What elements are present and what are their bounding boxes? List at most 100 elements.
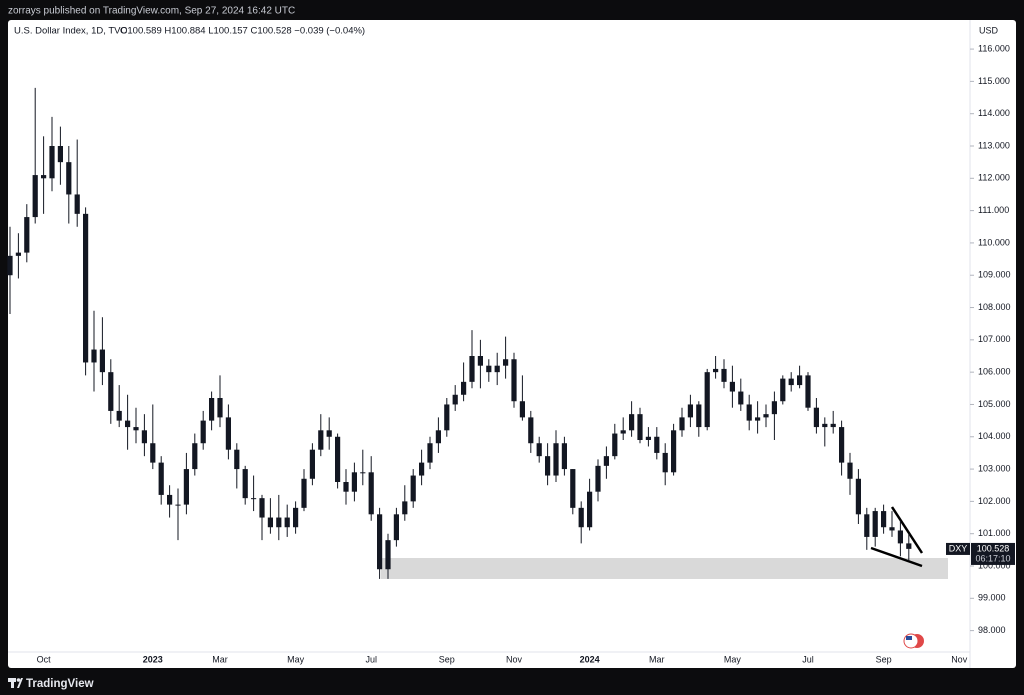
candle-body: [452, 394, 458, 405]
candle-body: [7, 255, 13, 276]
candle-body: [225, 417, 231, 450]
candle-body: [461, 381, 467, 395]
candle-body: [74, 194, 80, 214]
candle-body: [612, 433, 618, 457]
y-tick-label: 101.000: [978, 528, 1011, 538]
candle-body: [259, 498, 265, 518]
candle-body: [553, 443, 559, 476]
x-tick-label: May: [724, 654, 742, 664]
candle-body: [158, 462, 164, 495]
candle-body: [419, 462, 425, 476]
candle-body: [864, 514, 870, 537]
candle-body: [293, 507, 299, 528]
candle-body: [696, 404, 702, 428]
candle-body: [830, 423, 836, 428]
candle-body: [351, 472, 357, 492]
tag-price: 100.528: [977, 543, 1010, 553]
y-tick-label: 111.000: [978, 205, 1009, 215]
y-tick-label: 100.000: [978, 560, 1011, 570]
y-tick-label: 116.000: [978, 43, 1010, 53]
candle-body: [326, 430, 332, 437]
candle-body: [99, 349, 105, 373]
candle-body: [108, 372, 114, 411]
x-tick-label: 2024: [580, 654, 600, 664]
candle-body: [679, 417, 685, 431]
candle-body: [755, 417, 761, 421]
tag-symbol: DXY: [949, 543, 968, 553]
candle-body: [561, 443, 567, 470]
candle-body: [200, 420, 206, 444]
y-tick-label: 115.000: [978, 76, 1010, 86]
candle-body: [637, 414, 643, 440]
candle-body: [32, 175, 38, 218]
candle-body: [536, 443, 542, 457]
candle-body: [385, 540, 391, 570]
candle-body: [519, 401, 525, 418]
candle-body: [57, 146, 63, 163]
y-tick-label: 109.000: [978, 270, 1011, 280]
y-tick-label: 98.000: [978, 625, 1006, 635]
candle-body: [889, 527, 895, 531]
y-tick-label: 113.000: [978, 140, 1010, 150]
flag-icon: [903, 633, 924, 649]
price-tag: DXY 100.528 06:17:10: [946, 542, 1015, 565]
tag-countdown: 06:17:10: [975, 553, 1010, 563]
candle-body: [822, 423, 828, 428]
candle-body: [133, 427, 139, 431]
publish-info: zorrays published on TradingView.com, Se…: [8, 6, 295, 17]
candle-body: [855, 478, 861, 515]
candle-body: [494, 365, 500, 373]
candle-body: [763, 414, 769, 418]
candle-body: [15, 252, 21, 256]
y-tick-label: 114.000: [978, 108, 1010, 118]
candle-body: [654, 436, 660, 453]
candle-body: [24, 217, 30, 253]
candle-body: [620, 430, 626, 434]
candle-body: [738, 391, 744, 405]
candle-body: [780, 378, 786, 402]
candle-body: [251, 498, 257, 500]
candle-body: [503, 359, 509, 366]
candle-body: [242, 469, 248, 499]
candle-body: [183, 469, 189, 505]
candle-body: [477, 356, 483, 366]
tag-symbol-box: [946, 542, 970, 555]
y-tick-label: 110.000: [978, 237, 1010, 247]
candle-body: [771, 401, 777, 415]
candle-body: [335, 436, 341, 482]
candle-body: [713, 368, 719, 373]
x-tick-label: May: [287, 654, 305, 664]
candle-body: [66, 162, 72, 195]
candle-body: [276, 517, 282, 528]
candle-body: [267, 517, 273, 528]
candle-body: [91, 349, 97, 363]
candle-body: [704, 372, 710, 428]
y-tick-label: 107.000: [978, 334, 1011, 344]
candle-body: [393, 514, 399, 541]
candle-body: [839, 427, 845, 463]
candle-body: [234, 449, 240, 470]
brand-logo: [8, 678, 23, 688]
candle-body: [167, 494, 173, 505]
candle-body: [721, 368, 727, 382]
plot: 98.000 99.000 100.000 101.000 102.000 103.000…: [7, 43, 1011, 664]
candle-body: [284, 517, 290, 528]
candle-body: [881, 511, 887, 528]
candle-body: [469, 356, 475, 382]
candle-body: [150, 443, 156, 463]
candle-body: [175, 504, 181, 506]
candle-body: [797, 375, 803, 386]
candle-body: [486, 365, 492, 373]
candle-body: [209, 398, 215, 421]
symbol-title: U.S. Dollar Index, 1D, TVC: [14, 26, 127, 37]
x-tick-label: Nov: [506, 654, 523, 664]
candle-body: [402, 501, 408, 515]
y-tick-label: 99.000: [978, 593, 1006, 603]
candle-body: [377, 514, 383, 570]
x-tick-label: Oct: [37, 654, 52, 664]
candle-body: [511, 359, 517, 402]
ohlc-readout: O100.589 H100.884 L100.157 C100.528 −0.0…: [120, 26, 365, 37]
y-tick-label: 103.000: [978, 463, 1011, 473]
x-tick-label: Mar: [649, 654, 665, 664]
